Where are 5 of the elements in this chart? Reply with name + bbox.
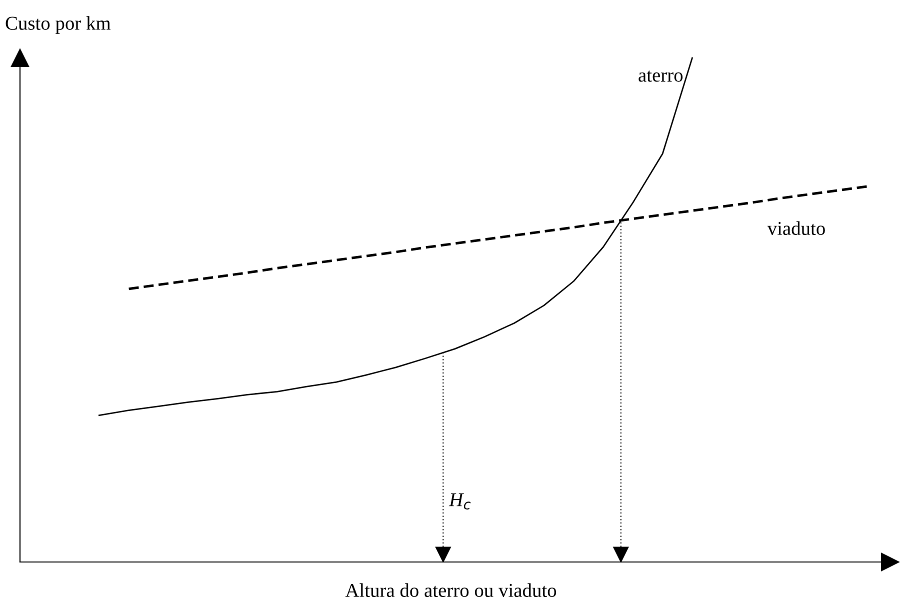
annotation: H$_{c}$ (448, 493, 471, 510)
series-label: aterro (638, 70, 683, 82)
x-axis-title: Altura do aterro ou viaduto (345, 583, 556, 597)
series-label: viaduto (767, 221, 825, 235)
y-axis-title: Custo por km (6, 16, 111, 34)
